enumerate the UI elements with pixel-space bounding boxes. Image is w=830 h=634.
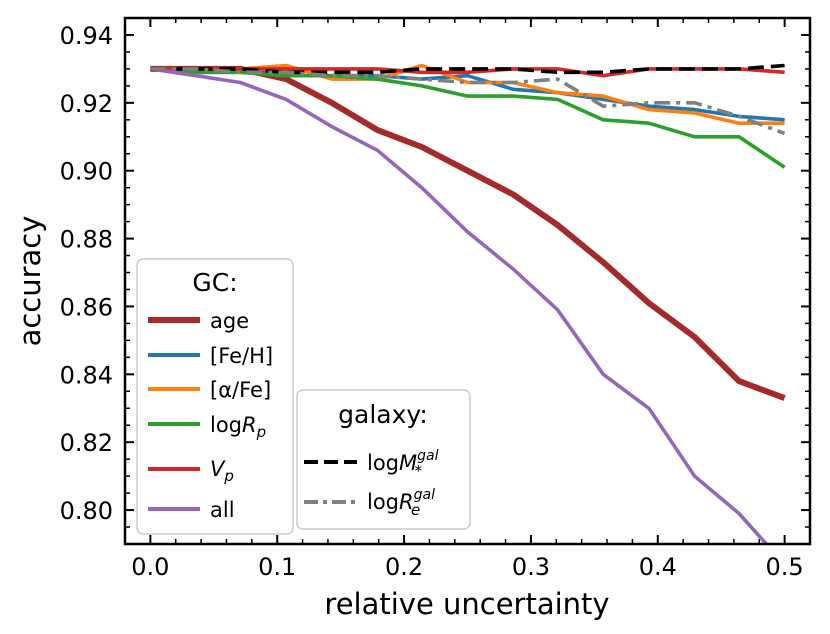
legend-label-all: all	[210, 498, 235, 522]
legend-galaxy-title: galaxy:	[338, 400, 428, 429]
legend-gc: GC: age [Fe/H] [α/Fe] logRp Vp all	[136, 258, 294, 535]
legend-label-logregal-sup: gal	[414, 487, 435, 503]
legend-label-vp: Vp	[210, 457, 234, 485]
legend-label-logmstar-log: log	[367, 451, 399, 475]
legend-label-logrp-r: R	[242, 413, 257, 437]
legend-label-age: age	[210, 309, 249, 333]
x-tick-label: 0.5	[766, 553, 804, 581]
series-line-all	[150, 67, 769, 544]
legend-label-logmstar-sup: gal	[417, 448, 438, 464]
legend-label-logrp-log: log	[210, 413, 242, 437]
legend-label-logmstar: logMgal *	[367, 448, 439, 480]
legend-label-alphafe: [α/Fe]	[210, 378, 271, 402]
series-group	[150, 63, 786, 544]
series-line-logregal	[150, 67, 786, 136]
legend-gc-title: GC:	[192, 268, 237, 297]
legend-label-logregal-sub: e	[411, 501, 420, 519]
y-tick-label: 0.88	[60, 226, 113, 254]
y-tick-label: 0.90	[60, 158, 113, 186]
legend-galaxy-box	[296, 389, 471, 530]
x-tick-label: 0.4	[639, 553, 677, 581]
x-tick-label: 0.2	[385, 553, 423, 581]
series-line-logm-gal	[150, 63, 785, 75]
y-tick-label: 0.80	[60, 497, 113, 525]
y-tick-label: 0.92	[60, 90, 113, 118]
legend-label-logmstar-sub: *	[415, 462, 423, 480]
y-tick-label: 0.84	[60, 361, 113, 389]
ticks-group: 0.0 0.1 0.2 0.3 0.4 0.5 0.80 0.82 0.84 0.86 0.88 0.…	[60, 17, 810, 581]
x-tick-label: 0.0	[131, 553, 169, 581]
x-tick-label: 0.1	[258, 553, 296, 581]
legend-galaxy: galaxy: logMgal * logRgal e	[296, 389, 471, 530]
legend-gc-box	[136, 258, 294, 535]
legend-label-logregal-log: log	[367, 490, 399, 514]
legend-label-logregal: logRgal e	[367, 487, 435, 519]
legend-label-logmstar-m: M	[399, 451, 417, 475]
y-tick-label: 0.94	[60, 22, 113, 50]
legend-label-logrp: logRp	[210, 413, 266, 441]
y-axis-label: accuracy	[13, 216, 47, 347]
y-tick-label: 0.86	[60, 293, 113, 321]
x-axis-label: relative uncertainty	[324, 587, 609, 621]
legend-label-logregal-r: R	[399, 490, 414, 514]
legend-label-feh: [Fe/H]	[210, 344, 273, 368]
legend-label-vp-v: V	[210, 457, 226, 481]
x-tick-label: 0.3	[512, 553, 550, 581]
legend-label-logrp-sub: p	[256, 423, 267, 441]
y-tick-label: 0.82	[60, 429, 113, 457]
legend-label-vp-sub: p	[223, 467, 234, 485]
plot-frame	[123, 16, 812, 546]
